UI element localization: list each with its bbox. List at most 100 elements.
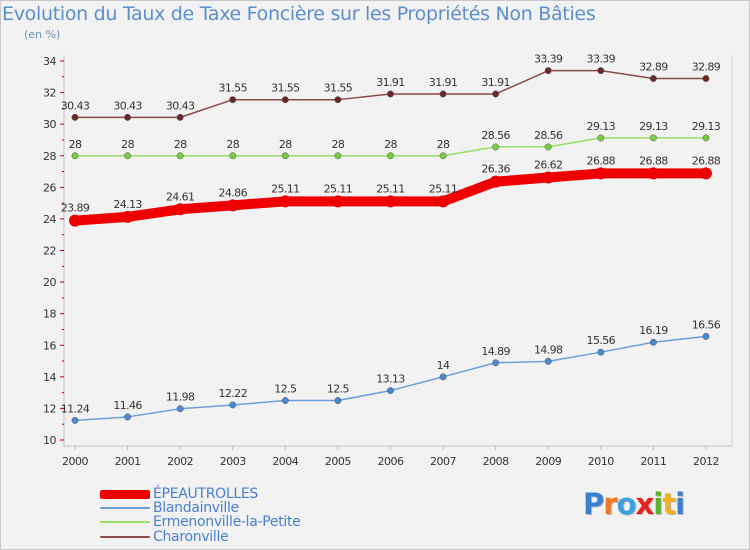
x-tick-label: 2002 <box>167 455 193 468</box>
data-label: 11.46 <box>113 399 142 412</box>
data-point <box>69 214 81 227</box>
data-label: 31.91 <box>481 76 510 89</box>
data-point <box>492 143 500 151</box>
data-point <box>229 96 237 104</box>
data-point <box>331 195 344 208</box>
data-label: 31.55 <box>324 82 353 95</box>
data-label: 16.19 <box>639 324 668 337</box>
data-point <box>387 90 394 98</box>
data-point <box>229 152 237 160</box>
data-point <box>281 397 289 404</box>
data-label: 28 <box>174 138 187 151</box>
logo-letter: t <box>662 487 676 521</box>
data-label: 28.56 <box>534 129 563 142</box>
data-label: 26.62 <box>534 159 563 172</box>
y-tick-label: 32 <box>43 87 56 100</box>
legend-item: ÉPEAUTROLLES <box>100 486 258 502</box>
y-tick-label: 34 <box>43 55 56 68</box>
x-tick-label: 2000 <box>62 455 88 468</box>
data-label: 31.91 <box>429 76 458 89</box>
y-tick-label: 12 <box>43 402 56 415</box>
data-label: 23.89 <box>61 202 90 215</box>
data-label: 33.39 <box>587 53 616 66</box>
data-label: 28 <box>226 138 239 151</box>
data-label: 15.56 <box>587 334 616 347</box>
y-tick-label: 20 <box>43 276 56 289</box>
y-tick-label: 28 <box>43 150 56 163</box>
y-tick-label: 22 <box>43 245 56 258</box>
data-point <box>176 405 184 413</box>
data-label: 32.89 <box>692 61 721 74</box>
legend-label: ÉPEAUTROLLES <box>153 486 258 502</box>
proxiti-logo: Proxiti <box>583 487 685 521</box>
data-point <box>594 167 607 180</box>
data-point <box>699 167 712 180</box>
x-tick-label: 2001 <box>115 455 141 468</box>
legend-label: Charonville <box>153 529 229 545</box>
data-point <box>281 96 289 104</box>
data-label: 26.88 <box>692 154 721 167</box>
x-tick-label: 2011 <box>640 455 666 468</box>
logo-letter: P <box>583 487 604 521</box>
data-point <box>597 67 605 75</box>
data-point <box>124 152 132 160</box>
logo-letter: i <box>653 487 663 521</box>
data-label: 30.43 <box>61 99 90 112</box>
legend-swatch <box>100 489 150 499</box>
data-point <box>489 175 502 188</box>
data-point <box>437 195 450 208</box>
y-tick-label: 10 <box>43 434 56 447</box>
data-label: 31.55 <box>218 82 247 95</box>
x-tick-label: 2010 <box>588 455 614 468</box>
data-point <box>439 90 447 98</box>
data-label: 24.61 <box>166 190 195 203</box>
data-label: 33.39 <box>534 53 563 66</box>
data-point <box>71 152 79 160</box>
data-label: 28 <box>384 138 397 151</box>
data-label: 26.36 <box>481 163 510 176</box>
data-label: 29.13 <box>587 120 616 133</box>
legend-swatch <box>100 521 150 523</box>
data-label: 24.86 <box>218 186 247 199</box>
x-tick-label: 2012 <box>693 455 719 468</box>
y-tick-label: 18 <box>43 308 56 321</box>
y-tick-label: 30 <box>43 118 56 131</box>
x-tick-label: 2005 <box>325 455 351 468</box>
data-label: 11.24 <box>61 402 90 415</box>
data-point <box>334 96 342 104</box>
data-label: 29.13 <box>692 120 721 133</box>
chart-subtitle: (en %) <box>24 28 61 41</box>
legend-item: Blandainville <box>100 500 239 516</box>
data-point <box>597 348 605 356</box>
chart-title: Evolution du Taux de Taxe Foncière sur l… <box>2 3 596 25</box>
data-point <box>544 67 552 75</box>
data-label: 25.11 <box>271 182 300 195</box>
data-label: 24.13 <box>113 198 142 211</box>
data-label: 28 <box>437 138 450 151</box>
y-tick-label: 16 <box>43 339 56 352</box>
data-point <box>229 401 237 409</box>
data-label: 29.13 <box>639 120 668 133</box>
data-point <box>124 413 132 421</box>
logo-letter: o <box>616 487 637 521</box>
data-point <box>439 152 447 160</box>
data-point <box>71 416 79 424</box>
data-point <box>174 203 187 216</box>
x-tick-label: 2009 <box>535 455 561 468</box>
legend-label: Blandainville <box>153 500 239 516</box>
data-label: 12.5 <box>274 383 297 396</box>
data-label: 12.22 <box>218 387 247 400</box>
data-label: 32.89 <box>639 61 668 74</box>
legend-item: Ermenonville-la-Petite <box>100 514 301 530</box>
data-label: 13.13 <box>376 373 405 386</box>
data-label: 14.89 <box>481 345 510 358</box>
data-label: 28 <box>331 138 344 151</box>
data-label: 28 <box>121 138 134 151</box>
data-point <box>702 75 710 82</box>
data-label: 28 <box>279 138 292 151</box>
data-label: 25.11 <box>376 182 405 195</box>
data-point <box>702 332 710 340</box>
data-point <box>279 195 292 208</box>
data-point <box>176 113 184 121</box>
